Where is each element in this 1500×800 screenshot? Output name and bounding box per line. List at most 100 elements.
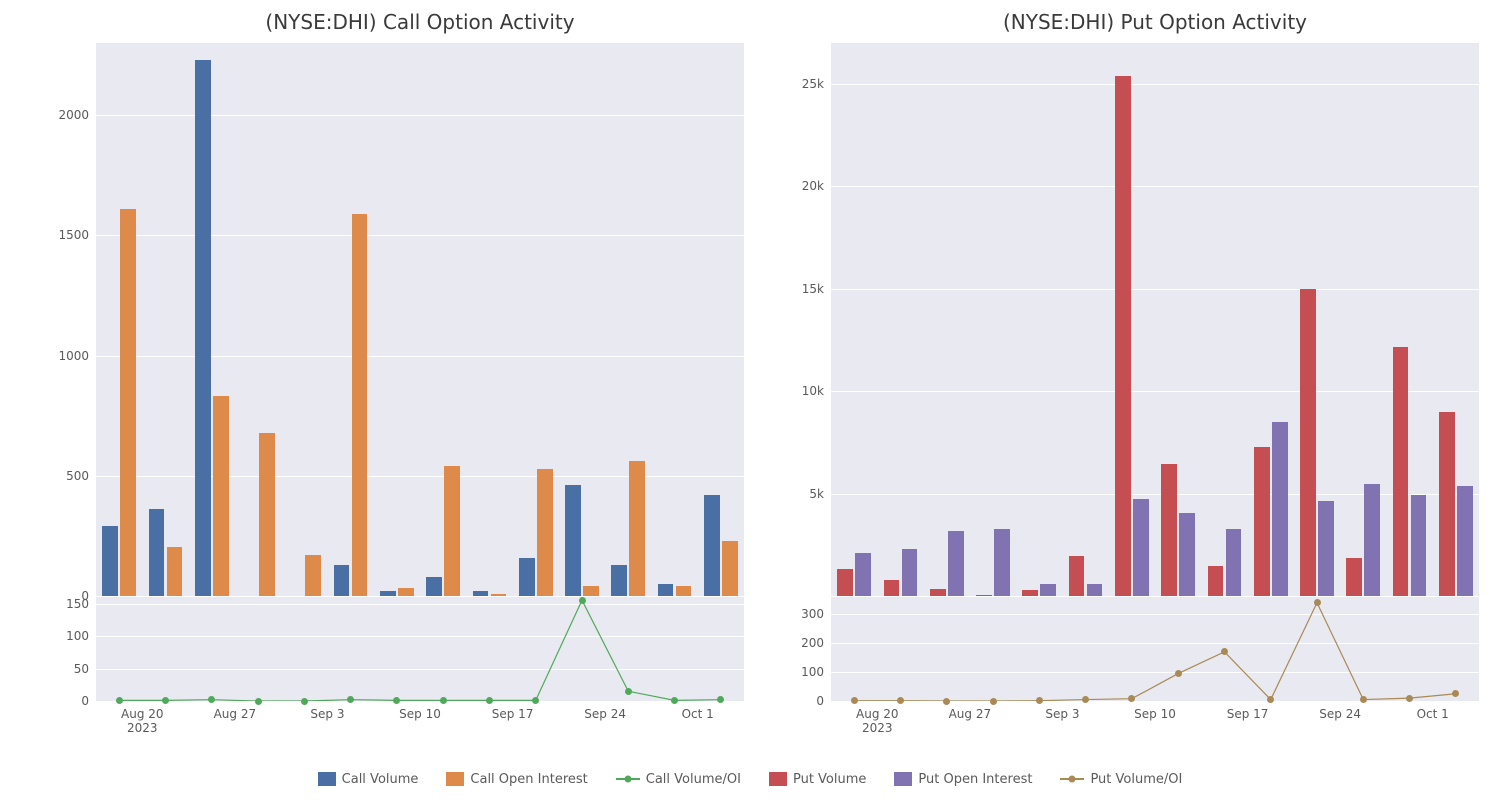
- bar-primary: [195, 60, 211, 596]
- ratio-marker: [347, 696, 354, 703]
- y-tick-label: 100: [66, 629, 89, 643]
- x-tick-label: Sep 3: [310, 707, 344, 721]
- bar-secondary: [1087, 584, 1103, 596]
- figure: (NYSE:DHI) Call Option Activity 05001000…: [0, 0, 1500, 800]
- bar-primary: [837, 569, 853, 596]
- bar-secondary: [120, 209, 136, 596]
- y-tick-label: 2000: [58, 108, 89, 122]
- legend-item: Put Open Interest: [894, 772, 1032, 787]
- bar-primary: [658, 584, 674, 596]
- legend-label: Call Volume/OI: [646, 772, 741, 787]
- bar-secondary: [629, 461, 645, 596]
- bar-primary: [1022, 590, 1038, 596]
- ratio-marker: [208, 696, 215, 703]
- bar-secondary: [1133, 499, 1149, 596]
- bar-secondary: [902, 549, 918, 596]
- x-tick-label: Aug 27: [214, 707, 257, 721]
- bar-secondary: [352, 214, 368, 596]
- bar-primary: [1439, 412, 1455, 596]
- y-tick-label: 0: [81, 694, 89, 708]
- ratio-marker: [1036, 697, 1043, 704]
- y-tick-label: 1500: [58, 228, 89, 242]
- bar-primary: [1300, 289, 1316, 596]
- legend: Call Volume Call Open Interest Call Volume…: [0, 772, 1500, 791]
- x-tick-label: Aug 202023: [121, 707, 164, 736]
- ratio-marker: [1360, 696, 1367, 703]
- bar-secondary: [1364, 484, 1380, 596]
- bar-secondary: [1457, 486, 1473, 596]
- ratio-marker: [116, 697, 123, 704]
- x-tick-label: Aug 202023: [856, 707, 899, 736]
- bar-primary: [884, 580, 900, 596]
- ratio-marker: [990, 698, 997, 705]
- bar-primary: [1254, 447, 1270, 597]
- call-ratio-plot: 050100150Aug 202023Aug 27Sep 3Sep 10Sep …: [95, 597, 745, 702]
- ratio-marker: [532, 697, 539, 704]
- y-tick-label: 20k: [802, 179, 824, 193]
- bar-secondary: [948, 531, 964, 596]
- put-ratio-plot: 0100200300Aug 202023Aug 27Sep 3Sep 10Sep…: [830, 597, 1480, 702]
- bar-primary: [380, 591, 396, 596]
- bar-secondary: [1272, 422, 1288, 596]
- legend-line-swatch: [616, 772, 640, 786]
- bar-secondary: [305, 555, 321, 596]
- y-tick-label: 150: [66, 597, 89, 611]
- x-tick-label: Sep 17: [492, 707, 534, 721]
- bar-primary: [611, 565, 627, 596]
- bar-secondary: [491, 594, 507, 596]
- legend-label: Put Volume: [793, 772, 866, 787]
- ratio-marker: [1175, 670, 1182, 677]
- bar-secondary: [855, 553, 871, 596]
- bar-primary: [976, 595, 992, 596]
- ratio-marker: [393, 697, 400, 704]
- bar-primary: [565, 485, 581, 596]
- x-tick-label: Oct 1: [1417, 707, 1449, 721]
- bar-secondary: [1318, 501, 1334, 596]
- legend-label: Call Open Interest: [470, 772, 587, 787]
- ratio-line: [96, 597, 744, 701]
- call-panel: (NYSE:DHI) Call Option Activity 05001000…: [95, 10, 745, 750]
- legend-item: Call Open Interest: [446, 772, 587, 787]
- x-tick-label: Sep 17: [1227, 707, 1269, 721]
- bar-primary: [334, 565, 350, 596]
- y-tick-label: 1000: [58, 349, 89, 363]
- legend-item: Call Volume: [318, 772, 419, 787]
- bar-secondary: [676, 586, 692, 596]
- y-tick-label: 300: [801, 607, 824, 621]
- x-tick-label: Sep 10: [1134, 707, 1176, 721]
- call-bar-plot: 0500100015002000: [95, 42, 745, 597]
- y-tick-label: 5k: [809, 487, 824, 501]
- y-tick-label: 15k: [802, 282, 824, 296]
- legend-swatch: [769, 772, 787, 786]
- bar-primary: [1346, 558, 1362, 596]
- ratio-marker: [717, 696, 724, 703]
- bar-primary: [1208, 566, 1224, 596]
- ratio-marker: [671, 697, 678, 704]
- legend-item: Put Volume: [769, 772, 866, 787]
- x-tick-label: Oct 1: [682, 707, 714, 721]
- bar-primary: [426, 577, 442, 596]
- call-title: (NYSE:DHI) Call Option Activity: [95, 10, 745, 36]
- y-tick-label: 50: [74, 662, 89, 676]
- y-tick-label: 100: [801, 665, 824, 679]
- bar-primary: [1069, 556, 1085, 596]
- ratio-marker: [1406, 695, 1413, 702]
- put-panel: (NYSE:DHI) Put Option Activity 5k10k15k2…: [830, 10, 1480, 750]
- y-tick-label: 500: [66, 469, 89, 483]
- y-tick-label: 200: [801, 636, 824, 650]
- ratio-line: [831, 597, 1479, 701]
- bar-primary: [519, 558, 535, 596]
- legend-item: Put Volume/OI: [1060, 772, 1182, 787]
- bar-primary: [1115, 76, 1131, 596]
- put-title: (NYSE:DHI) Put Option Activity: [830, 10, 1480, 36]
- ratio-marker: [1314, 599, 1321, 606]
- legend-swatch: [318, 772, 336, 786]
- x-tick-label: Sep 24: [1319, 707, 1361, 721]
- ratio-marker: [851, 697, 858, 704]
- legend-label: Put Volume/OI: [1090, 772, 1182, 787]
- bar-primary: [102, 526, 118, 596]
- legend-label: Put Open Interest: [918, 772, 1032, 787]
- bar-secondary: [583, 586, 599, 596]
- put-bar-plot: 5k10k15k20k25k: [830, 42, 1480, 597]
- bar-secondary: [398, 588, 414, 596]
